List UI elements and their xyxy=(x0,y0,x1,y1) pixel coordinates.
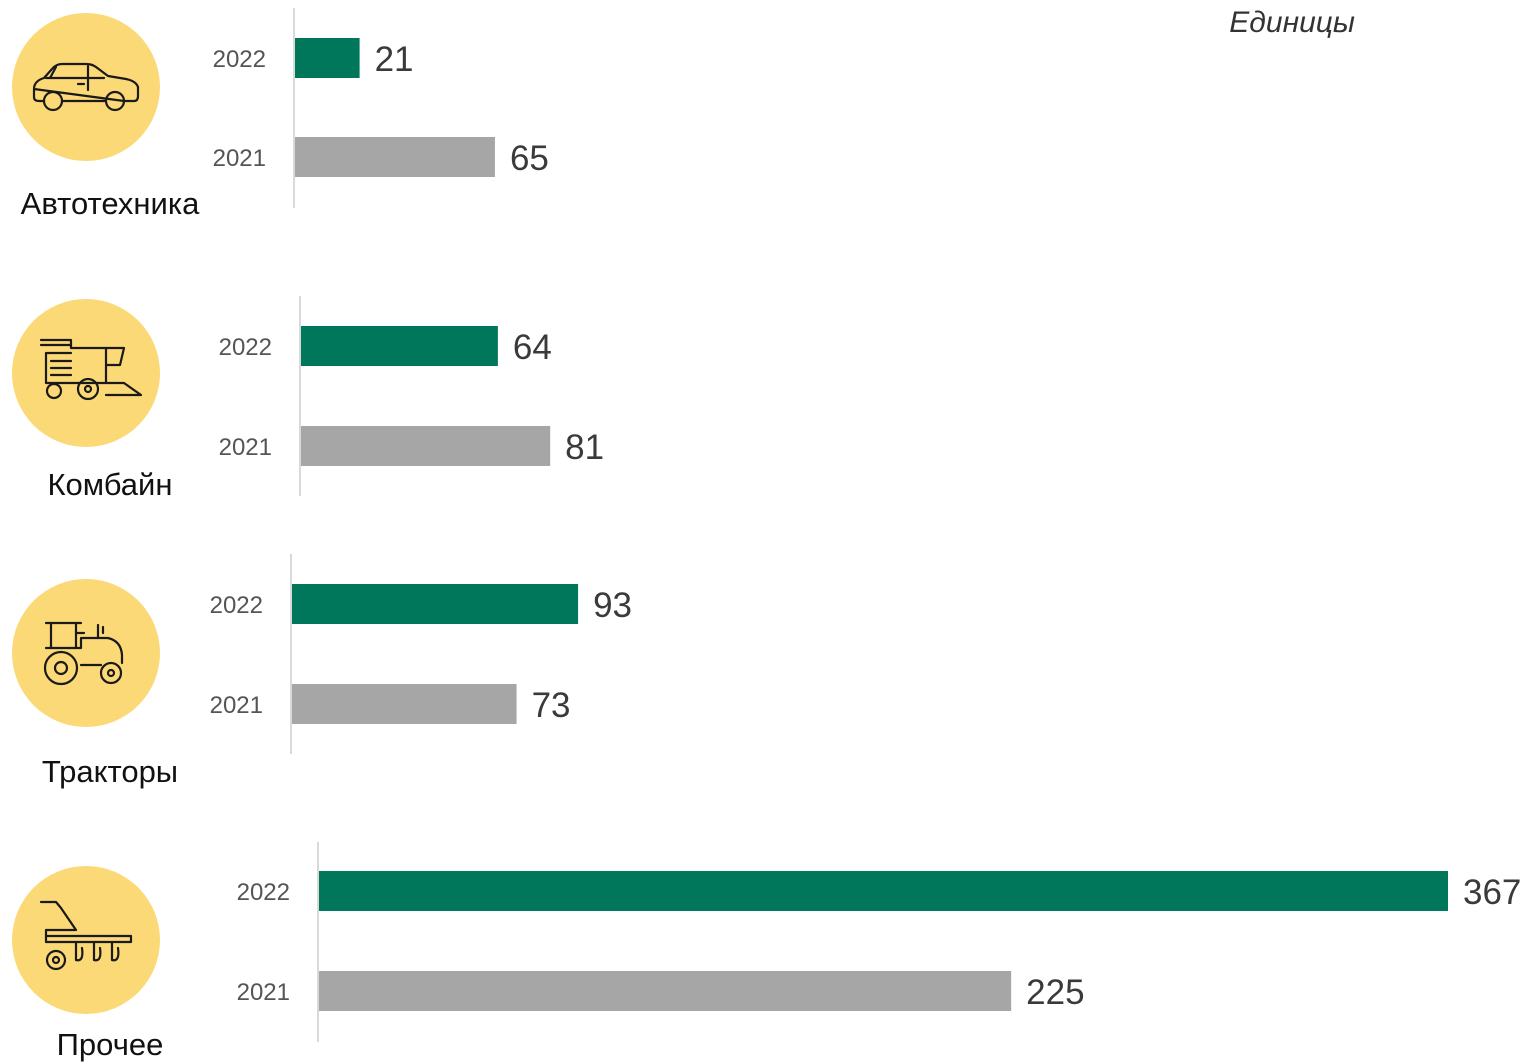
bar-2022 xyxy=(295,38,360,78)
year-label: 2021 xyxy=(210,692,263,719)
combine-wheel xyxy=(76,377,100,401)
bar-2021 xyxy=(301,426,551,466)
bar-group: Автотехника 2022 21 2021 65 xyxy=(12,8,549,221)
car-wheel xyxy=(42,90,64,112)
combine-grille xyxy=(49,359,73,377)
category-label: Тракторы xyxy=(42,754,178,789)
seeder-tines xyxy=(74,940,120,962)
value-label: 225 xyxy=(1026,973,1084,1012)
combine-harvester-icon xyxy=(39,338,143,401)
bar-2021 xyxy=(292,684,517,724)
value-label: 21 xyxy=(375,40,414,79)
bar-group: Тракторы 2022 93 2021 73 xyxy=(12,554,632,789)
seeder-hub xyxy=(51,955,61,965)
bar-2022 xyxy=(292,584,579,624)
tractor-rear-wheel xyxy=(43,650,79,686)
tractor-front-hub xyxy=(106,668,116,678)
year-label: 2022 xyxy=(237,879,290,906)
value-label: 73 xyxy=(532,686,571,725)
category-icon-circle xyxy=(12,299,160,447)
seeder-frame xyxy=(39,900,133,944)
seeder-icon xyxy=(39,900,133,971)
bar-group: Прочее 2022 367 2021 225 xyxy=(12,842,1521,1062)
car-windows xyxy=(44,64,106,92)
category-label: Прочее xyxy=(57,1027,164,1062)
combine-hub xyxy=(83,384,93,394)
category-icon-circle xyxy=(12,579,160,727)
combine-header xyxy=(104,346,143,397)
car-body xyxy=(32,62,140,103)
year-label: 2022 xyxy=(213,46,266,73)
category-label: Автотехника xyxy=(21,186,200,221)
value-label: 64 xyxy=(513,328,552,367)
unit-label: Единицы xyxy=(1229,6,1355,39)
value-label: 65 xyxy=(510,139,549,178)
year-label: 2021 xyxy=(237,979,290,1006)
bar-group: Комбайн 2022 64 2021 81 xyxy=(12,296,604,502)
combine-wheel xyxy=(45,382,63,400)
car-icon xyxy=(32,62,140,112)
year-label: 2021 xyxy=(213,145,266,172)
value-label: 367 xyxy=(1463,873,1521,912)
value-label: 81 xyxy=(565,428,604,467)
category-icon-circle xyxy=(12,866,160,1014)
value-label: 93 xyxy=(593,586,632,625)
year-label: 2022 xyxy=(210,592,263,619)
tractor-front-wheel xyxy=(99,661,123,685)
year-label: 2021 xyxy=(219,434,272,461)
bar-2021 xyxy=(319,971,1012,1011)
bar-2022 xyxy=(301,326,498,366)
category-icon-circle xyxy=(12,13,160,161)
bar-2021 xyxy=(295,137,495,177)
year-label: 2022 xyxy=(219,334,272,361)
tractor-cab xyxy=(44,621,124,665)
car-wheel xyxy=(104,90,126,112)
tractor-icon xyxy=(43,621,124,686)
tractor-exhaust xyxy=(74,623,105,640)
bar-2022 xyxy=(319,871,1448,911)
category-label: Комбайн xyxy=(48,467,173,502)
seeder-wheel xyxy=(45,949,67,971)
tractor-rear-hub xyxy=(53,660,69,676)
